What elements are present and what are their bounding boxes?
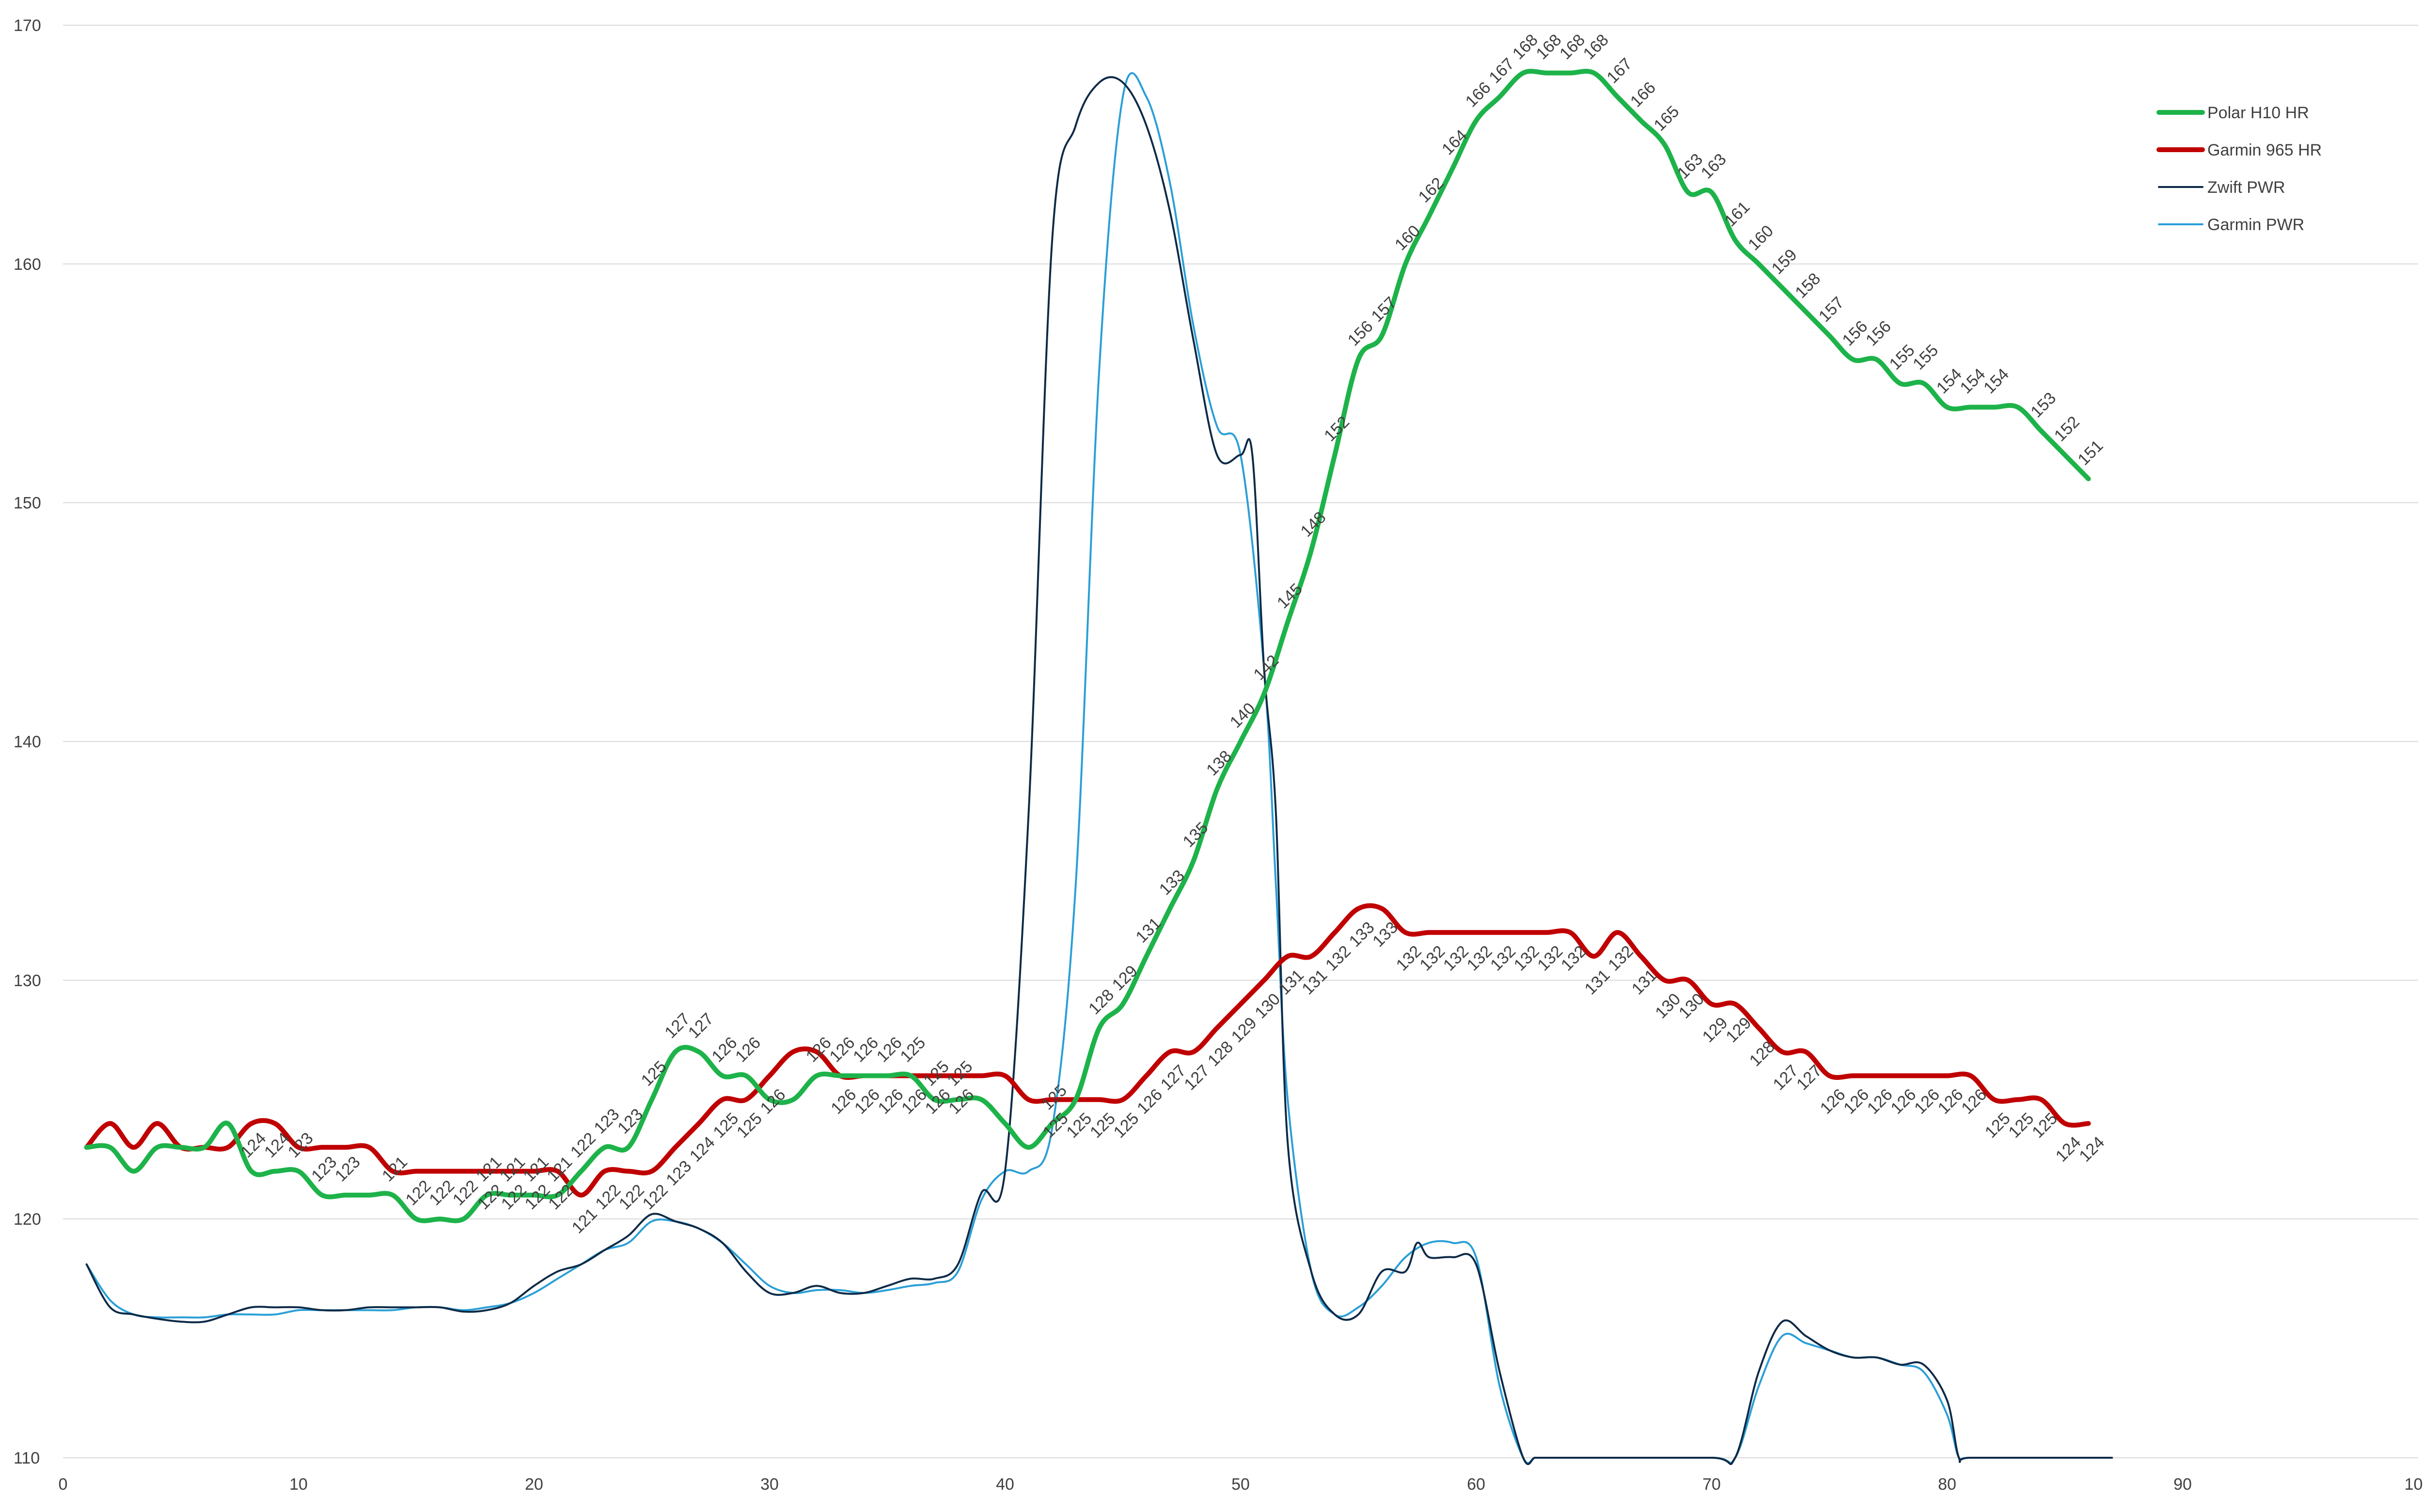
legend: Polar H10 HR Garmin 965 HR Zwift PWR Garmin… (2156, 104, 2322, 234)
legend-label: Garmin PWR (2207, 216, 2304, 234)
legend-label: Polar H10 HR (2207, 104, 2309, 122)
y-tick-label: 140 (14, 733, 41, 751)
x-tick-label: 50 (1231, 1475, 1250, 1494)
series-line-zwift-pwr (85, 76, 2113, 1465)
x-tick-label: 20 (525, 1475, 543, 1494)
x-tick-label: 0 (59, 1475, 68, 1494)
x-tick-label: 100 (2405, 1475, 2423, 1494)
series-line-polar-h10-hr (84, 68, 2091, 1223)
legend-label: Zwift PWR (2207, 178, 2285, 197)
y-tick-label: 150 (14, 494, 41, 513)
series-lines (84, 68, 2113, 1465)
x-tick-label: 40 (996, 1475, 1014, 1494)
series-line-garmin-965-hr (84, 903, 2091, 1198)
y-tick-label: 110 (14, 1449, 40, 1467)
axes: 1101201301401501601700W100W200W300W400W5… (14, 16, 2423, 1494)
y-tick-label: 130 (14, 971, 41, 990)
x-tick-label: 90 (2173, 1475, 2192, 1494)
y-tick-label: 160 (14, 255, 41, 274)
x-tick-label: 10 (289, 1475, 308, 1494)
y-tick-label: 120 (14, 1210, 41, 1229)
y-tick-label: 170 (14, 16, 41, 35)
legend-label: Garmin 965 HR (2207, 141, 2322, 159)
x-tick-label: 70 (1702, 1475, 1721, 1494)
x-tick-label: 60 (1467, 1475, 1485, 1494)
x-tick-label: 80 (1938, 1475, 1956, 1494)
x-tick-label: 30 (760, 1475, 779, 1494)
